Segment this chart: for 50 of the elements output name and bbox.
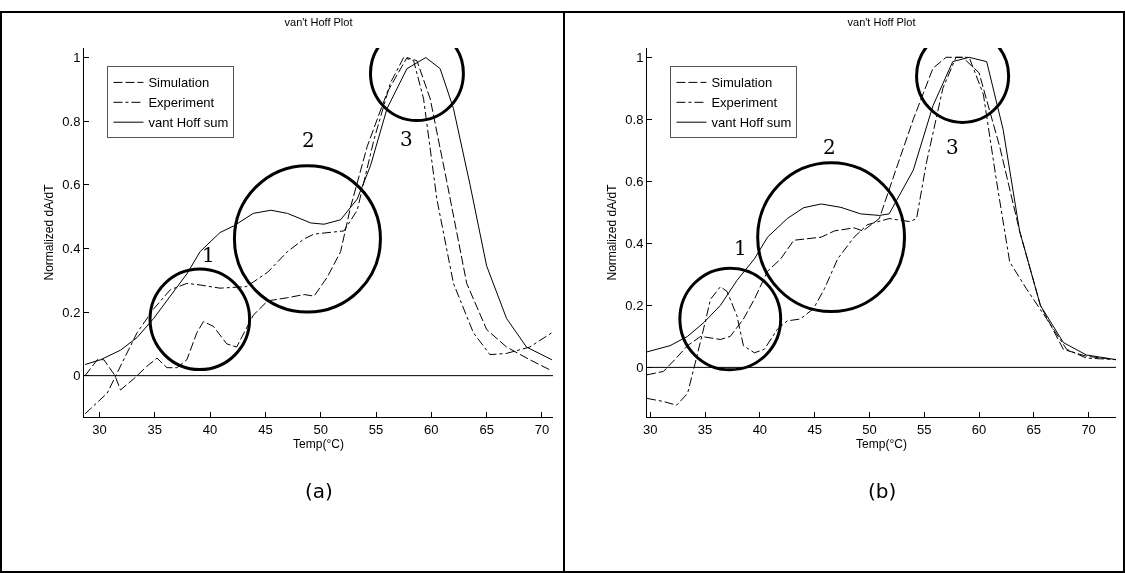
x-axis-title: Temp(°C)	[856, 437, 907, 452]
x-tick-label: 50	[313, 421, 328, 437]
legend-label: Simulation	[148, 75, 210, 91]
y-tick-label: 0.4	[62, 240, 81, 256]
annotation: 1	[202, 243, 215, 267]
x-tick-label: 35	[147, 421, 163, 437]
x-tick-label: 55	[917, 421, 932, 437]
x-tick-label: 60	[424, 421, 439, 437]
annotation: 3	[400, 127, 413, 151]
annotation: 3	[946, 135, 959, 159]
annotation: 2	[823, 135, 836, 159]
x-tick-label: 50	[862, 421, 877, 437]
x-tick-label: 65	[1026, 421, 1042, 437]
y-tick-label: 0.6	[625, 173, 644, 189]
legend-label: Experiment	[711, 95, 778, 111]
legend-label: Experiment	[148, 95, 215, 111]
x-tick-label: 45	[258, 421, 273, 437]
y-tick-label: 0	[73, 368, 81, 384]
chart-title: van't Hoff Plot	[847, 15, 916, 28]
chart-title: van't Hoff Plot	[284, 15, 353, 28]
annotation: 1	[734, 236, 747, 260]
x-tick-label: 70	[534, 421, 550, 437]
y-tick-label: 0	[636, 359, 644, 375]
x-tick-label: 65	[479, 421, 494, 437]
text: (a)	[305, 479, 333, 503]
y-tick-label: 1	[636, 49, 644, 65]
x-tick-label: 30	[643, 421, 658, 437]
y-axis-title: Normalized dA/dT	[604, 183, 619, 281]
y-axis-title: Normalized dA/dT	[41, 183, 56, 281]
x-tick-label: 35	[697, 421, 713, 437]
y-tick-label: 0.2	[62, 304, 81, 320]
y-tick-label: 0.4	[625, 235, 644, 251]
x-tick-label: 60	[971, 421, 987, 437]
y-tick-label: 0.6	[62, 177, 81, 193]
x-tick-label: 30	[92, 421, 107, 437]
x-tick-label: 40	[752, 421, 768, 437]
y-tick-label: 1	[73, 50, 81, 66]
x-tick-label: 40	[202, 421, 218, 437]
annotation: 2	[302, 128, 315, 152]
y-tick-label: 0.2	[625, 297, 644, 313]
y-tick-label: 0.8	[62, 113, 81, 129]
text: (b)	[868, 479, 897, 503]
y-tick-label: 0.8	[625, 111, 644, 127]
x-tick-label: 55	[368, 421, 384, 437]
legend-label: Simulation	[711, 75, 773, 91]
x-tick-label: 45	[807, 421, 822, 437]
legend-label: vant Hoff sum	[148, 115, 229, 131]
x-tick-label: 70	[1081, 421, 1096, 437]
x-axis-title: Temp(°C)	[293, 437, 344, 452]
legend-label: vant Hoff sum	[711, 115, 792, 131]
